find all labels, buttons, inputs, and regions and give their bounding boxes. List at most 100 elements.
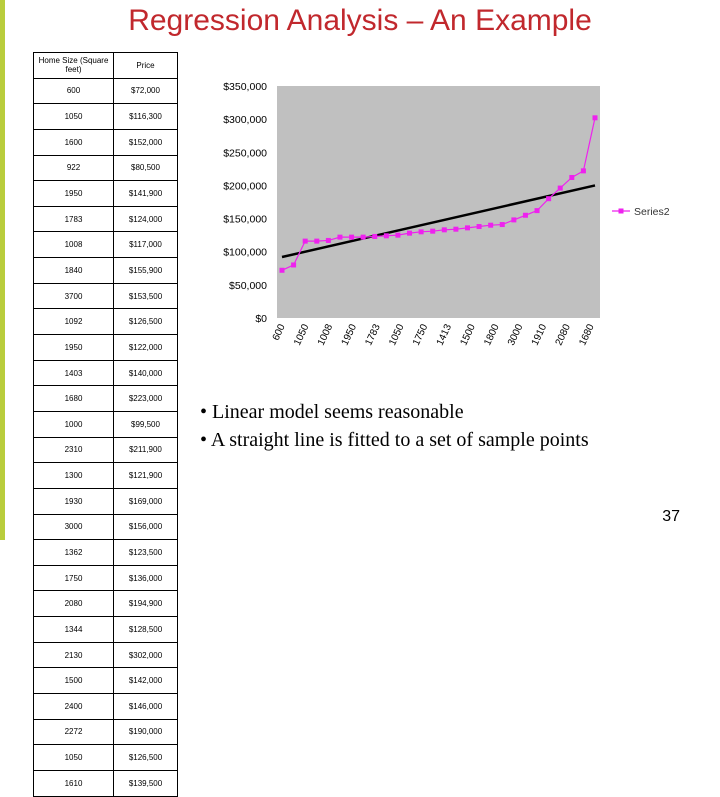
data-point	[407, 230, 413, 236]
plot-area	[277, 86, 600, 318]
series-line	[281, 117, 596, 271]
data-point	[314, 238, 320, 244]
price-cell: $142,000	[113, 667, 178, 695]
price-cell: $141,900	[113, 180, 178, 207]
price-cell: $156,000	[113, 513, 178, 541]
home-size-cell: 1362	[33, 539, 114, 566]
y-tick-label: $300,000	[223, 114, 267, 126]
home-size-cell: 3700	[33, 282, 114, 310]
data-point	[302, 238, 308, 244]
data-point	[372, 233, 378, 239]
data-point	[349, 234, 355, 240]
y-tick-label: $200,000	[223, 180, 267, 192]
price-cell: $117,000	[113, 231, 178, 259]
price-cell: $139,500	[113, 769, 178, 797]
home-size-cell: 1840	[33, 257, 114, 284]
data-point	[534, 208, 540, 214]
price-cell: $126,500	[113, 308, 178, 336]
header-price: Price	[113, 52, 178, 79]
table-row: 1344 $128,500	[33, 616, 178, 643]
x-tick-label: 1910	[530, 322, 550, 347]
price-cell: $211,900	[113, 436, 178, 464]
x-tick-label: 2080	[554, 322, 574, 347]
data-point	[488, 222, 494, 228]
legend-marker	[618, 208, 624, 214]
bullet-linear-model: • Linear model seems reasonable	[200, 401, 464, 423]
home-size-cell: 1000	[33, 410, 114, 438]
home-size-cell: 1783	[33, 205, 114, 233]
home-size-cell: 1600	[33, 128, 114, 156]
home-size-cell: 1930	[33, 487, 114, 515]
home-size-cell: 1750	[33, 564, 114, 592]
price-cell: $122,000	[113, 334, 178, 361]
x-tick-label: 3000	[506, 322, 526, 347]
home-size-cell: 1300	[33, 462, 114, 489]
data-point	[592, 115, 598, 121]
y-tick-label: $0	[255, 313, 267, 325]
price-cell: $169,000	[113, 487, 178, 515]
table-header-row: Home Size (Square feet) Price	[33, 52, 178, 79]
price-cell: $140,000	[113, 359, 178, 387]
x-tick-label: 1500	[459, 322, 479, 347]
price-cell: $124,000	[113, 205, 178, 233]
table-row: 2310 $211,900	[33, 436, 178, 464]
price-cell: $121,900	[113, 462, 178, 489]
price-cell: $155,900	[113, 257, 178, 284]
table-row: 1950 $122,000	[33, 334, 178, 361]
table-row: 2400 $146,000	[33, 693, 178, 720]
table-row: 1950 $141,900	[33, 180, 178, 207]
price-cell: $126,500	[113, 744, 178, 771]
home-size-cell: 1950	[33, 334, 114, 361]
price-cell: $223,000	[113, 385, 178, 412]
home-size-cell: 1344	[33, 616, 114, 643]
x-tick-label: 1750	[411, 322, 431, 347]
table-row: 1362 $123,500	[33, 539, 178, 566]
trend-line	[281, 184, 596, 259]
home-size-cell: 2272	[33, 718, 114, 746]
table-row: 600 $72,000	[33, 77, 178, 105]
y-tick-label: $50,000	[229, 280, 267, 292]
price-cell: $302,000	[113, 641, 178, 669]
price-cell: $152,000	[113, 128, 178, 156]
regression-chart: $0 $50,000 $100,000 $150,000 $200,000 $250,00…	[223, 82, 670, 347]
home-size-cell: 1008	[33, 231, 114, 259]
price-cell: $146,000	[113, 693, 178, 720]
home-size-cell: 1050	[33, 744, 114, 771]
home-size-cell: 3000	[33, 513, 114, 541]
data-point	[580, 168, 586, 174]
table-row: 922 $80,500	[33, 154, 178, 182]
page-number: 37	[662, 508, 680, 525]
data-point	[430, 228, 436, 234]
table-row: 1680 $223,000	[33, 385, 178, 412]
price-cell: $72,000	[113, 77, 178, 105]
table-row: 1000 $99,500	[33, 410, 178, 438]
data-table: Home Size (Square feet) Price 600 $72,000…	[33, 52, 178, 797]
home-size-cell: 2310	[33, 436, 114, 464]
table-row: 1750 $136,000	[33, 564, 178, 592]
table-row: 1050 $126,500	[33, 744, 178, 771]
data-point	[557, 185, 563, 191]
table-row: 1050 $116,300	[33, 103, 178, 130]
table-body: 600 $72,000 1050 $116,300 1600 $152,000 922 $80…	[33, 77, 178, 797]
data-point	[383, 233, 389, 239]
data-point	[511, 217, 517, 223]
home-size-cell: 1950	[33, 180, 114, 207]
table-row: 2272 $190,000	[33, 718, 178, 746]
price-cell: $80,500	[113, 154, 178, 182]
data-point	[464, 225, 470, 231]
home-size-cell: 1092	[33, 308, 114, 336]
data-point	[325, 237, 331, 243]
data-point	[522, 212, 528, 218]
data-point	[546, 196, 552, 202]
header-home-size: Home Size (Square feet)	[33, 52, 114, 79]
x-tick-label: 600	[271, 322, 288, 342]
data-point	[291, 262, 297, 268]
home-size-cell: 1610	[33, 769, 114, 797]
x-tick-label: 1050	[292, 322, 312, 347]
price-cell: $153,500	[113, 282, 178, 310]
price-cell: $128,500	[113, 616, 178, 643]
data-point	[337, 234, 343, 240]
bullet-straight-line: • A straight line is fitted to a set of …	[200, 429, 589, 451]
table-row: 1403 $140,000	[33, 359, 178, 387]
table-row: 1930 $169,000	[33, 487, 178, 515]
